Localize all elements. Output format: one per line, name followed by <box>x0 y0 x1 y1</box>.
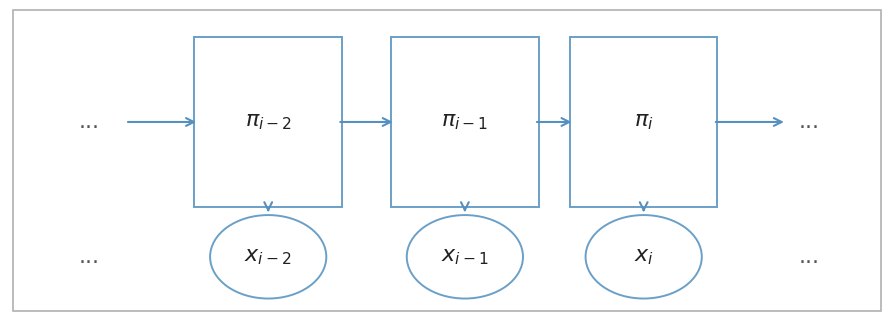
FancyBboxPatch shape <box>392 37 538 207</box>
FancyBboxPatch shape <box>570 37 717 207</box>
Text: $\pi_{i-1}$: $\pi_{i-1}$ <box>442 112 488 132</box>
Text: $x_{i-2}$: $x_{i-2}$ <box>244 247 292 267</box>
Text: $x_{i-1}$: $x_{i-1}$ <box>441 247 489 267</box>
Text: ...: ... <box>798 247 820 267</box>
Text: ...: ... <box>798 112 820 132</box>
Ellipse shape <box>586 215 702 299</box>
Ellipse shape <box>210 215 326 299</box>
Text: $x_{i}$: $x_{i}$ <box>634 247 654 267</box>
FancyBboxPatch shape <box>194 37 342 207</box>
Ellipse shape <box>407 215 523 299</box>
Text: ...: ... <box>79 247 100 267</box>
Text: ...: ... <box>79 112 100 132</box>
Text: $\pi_{i-2}$: $\pi_{i-2}$ <box>245 112 291 132</box>
FancyBboxPatch shape <box>13 10 881 311</box>
Text: $\pi_{i}$: $\pi_{i}$ <box>634 112 654 132</box>
